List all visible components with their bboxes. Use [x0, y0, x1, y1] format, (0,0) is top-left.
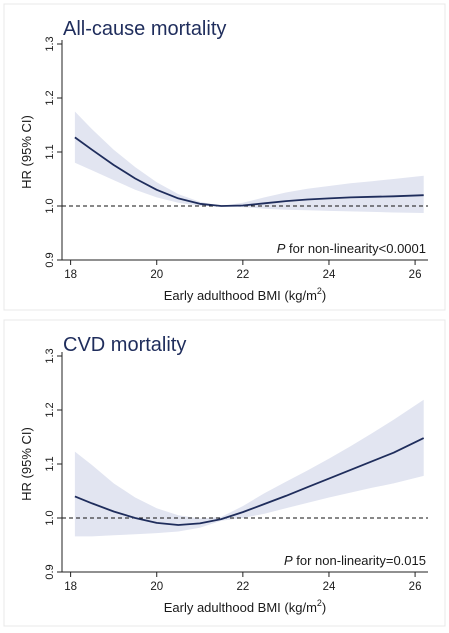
y-tick-label: 1.1	[44, 144, 56, 159]
y-tick-label: 1.0	[44, 510, 56, 525]
x-tick-label: 26	[409, 269, 422, 281]
y-tick-label: 1.1	[44, 456, 56, 471]
hr-line-1	[74, 136, 424, 207]
x-axis-label: Early adulthood BMI (kg/m2)	[164, 286, 327, 303]
x-tick-label: 18	[64, 581, 77, 593]
y-tick-label: 1.2	[44, 402, 56, 417]
hr-line-1	[74, 437, 425, 526]
x-tick-label: 22	[236, 269, 249, 281]
chart-title: All-cause mortality	[63, 18, 226, 40]
y-axis-label: HR (95% CI)	[19, 427, 34, 501]
x-axis-label-text: Early adulthood BMI (kg/m	[164, 600, 317, 615]
x-axis-label-superscript: 2	[317, 598, 322, 608]
y-tick-label: 0.9	[44, 252, 56, 267]
p-value-annotation: P for non-linearity<0.0001	[277, 241, 426, 256]
x-tick-label: 24	[323, 581, 336, 593]
y-tick-label: 1.3	[44, 348, 56, 363]
y-tick-label: 1.2	[44, 90, 56, 105]
x-axis-label-close: )	[322, 600, 326, 615]
y-axis-label: HR (95% CI)	[19, 115, 34, 189]
x-tick-label: 24	[323, 269, 336, 281]
y-tick-label: 1.0	[44, 198, 56, 213]
p-value-text: for non-linearity=0.015	[293, 553, 426, 568]
x-axis-label-superscript: 2	[317, 286, 322, 296]
p-value-text: for non-linearity<0.0001	[285, 241, 426, 256]
x-tick-label: 26	[409, 581, 422, 593]
p-value-annotation: P for non-linearity=0.015	[284, 553, 426, 568]
x-axis-label-close: )	[322, 288, 326, 303]
x-tick-label: 20	[150, 581, 163, 593]
p-value-symbol: P	[284, 553, 293, 568]
x-tick-label: 18	[64, 269, 77, 281]
y-tick-label: 1.3	[44, 36, 56, 51]
ci-band-1	[74, 111, 424, 213]
y-tick-label: 0.9	[44, 564, 56, 579]
chart-panel-2: CVD mortality 0.9 1.0 1.1 1.2 1.3 18 20 22 24 26 HR…	[3, 319, 446, 627]
x-axis-label-text: Early adulthood BMI (kg/m	[164, 288, 317, 303]
x-axis-label: Early adulthood BMI (kg/m2)	[164, 598, 327, 615]
p-value-symbol: P	[277, 241, 286, 256]
x-tick-label: 22	[236, 581, 249, 593]
chart-title: CVD mortality	[63, 334, 186, 356]
x-tick-label: 20	[150, 269, 163, 281]
